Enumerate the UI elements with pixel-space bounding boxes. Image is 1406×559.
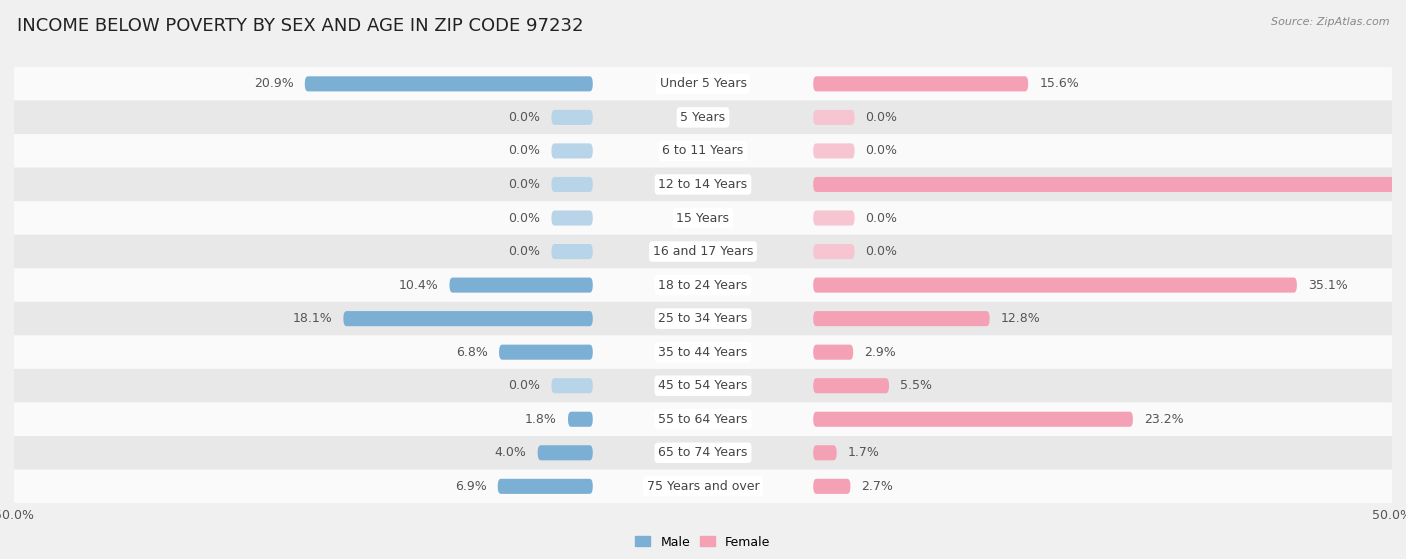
Text: 10.4%: 10.4% <box>399 278 439 292</box>
Text: 2.7%: 2.7% <box>862 480 893 493</box>
FancyBboxPatch shape <box>343 311 593 326</box>
Text: 18.1%: 18.1% <box>292 312 332 325</box>
Text: 0.0%: 0.0% <box>509 111 540 124</box>
FancyBboxPatch shape <box>14 201 1392 235</box>
Text: 6.8%: 6.8% <box>456 345 488 359</box>
FancyBboxPatch shape <box>14 134 1392 168</box>
Text: INCOME BELOW POVERTY BY SEX AND AGE IN ZIP CODE 97232: INCOME BELOW POVERTY BY SEX AND AGE IN Z… <box>17 17 583 35</box>
Text: 0.0%: 0.0% <box>866 144 897 158</box>
FancyBboxPatch shape <box>537 446 593 461</box>
Text: 0.0%: 0.0% <box>866 245 897 258</box>
FancyBboxPatch shape <box>14 335 1392 369</box>
Text: 55 to 64 Years: 55 to 64 Years <box>658 413 748 426</box>
Text: 0.0%: 0.0% <box>509 178 540 191</box>
FancyBboxPatch shape <box>551 378 593 394</box>
FancyBboxPatch shape <box>14 101 1392 134</box>
Legend: Male, Female: Male, Female <box>630 530 776 553</box>
FancyBboxPatch shape <box>813 479 851 494</box>
FancyBboxPatch shape <box>450 277 593 293</box>
FancyBboxPatch shape <box>813 311 990 326</box>
Text: 5.5%: 5.5% <box>900 379 932 392</box>
Text: 20.9%: 20.9% <box>254 77 294 91</box>
FancyBboxPatch shape <box>813 446 837 461</box>
FancyBboxPatch shape <box>14 436 1392 470</box>
Text: 1.7%: 1.7% <box>848 446 880 459</box>
FancyBboxPatch shape <box>813 110 855 125</box>
FancyBboxPatch shape <box>813 277 1296 293</box>
Text: Under 5 Years: Under 5 Years <box>659 77 747 91</box>
FancyBboxPatch shape <box>813 76 1028 91</box>
FancyBboxPatch shape <box>14 302 1392 335</box>
Text: 35 to 44 Years: 35 to 44 Years <box>658 345 748 359</box>
FancyBboxPatch shape <box>499 344 593 360</box>
Text: 0.0%: 0.0% <box>509 144 540 158</box>
FancyBboxPatch shape <box>14 369 1392 402</box>
FancyBboxPatch shape <box>498 479 593 494</box>
Text: 23.2%: 23.2% <box>1144 413 1184 426</box>
FancyBboxPatch shape <box>551 244 593 259</box>
FancyBboxPatch shape <box>551 210 593 225</box>
FancyBboxPatch shape <box>568 411 593 427</box>
Text: 0.0%: 0.0% <box>509 211 540 225</box>
FancyBboxPatch shape <box>14 235 1392 268</box>
FancyBboxPatch shape <box>14 168 1392 201</box>
FancyBboxPatch shape <box>813 411 1133 427</box>
Text: 2.9%: 2.9% <box>865 345 896 359</box>
FancyBboxPatch shape <box>551 143 593 159</box>
Text: 5 Years: 5 Years <box>681 111 725 124</box>
Text: 1.8%: 1.8% <box>524 413 557 426</box>
FancyBboxPatch shape <box>813 210 855 225</box>
Text: 12.8%: 12.8% <box>1001 312 1040 325</box>
Text: 15.6%: 15.6% <box>1039 77 1078 91</box>
FancyBboxPatch shape <box>813 177 1406 192</box>
Text: 0.0%: 0.0% <box>509 245 540 258</box>
FancyBboxPatch shape <box>813 244 855 259</box>
FancyBboxPatch shape <box>14 402 1392 436</box>
Text: 6.9%: 6.9% <box>456 480 486 493</box>
FancyBboxPatch shape <box>14 470 1392 503</box>
Text: 45 to 54 Years: 45 to 54 Years <box>658 379 748 392</box>
Text: Source: ZipAtlas.com: Source: ZipAtlas.com <box>1271 17 1389 27</box>
FancyBboxPatch shape <box>305 76 593 91</box>
Text: 65 to 74 Years: 65 to 74 Years <box>658 446 748 459</box>
FancyBboxPatch shape <box>551 177 593 192</box>
Text: 0.0%: 0.0% <box>866 111 897 124</box>
FancyBboxPatch shape <box>813 143 855 159</box>
Text: 0.0%: 0.0% <box>866 211 897 225</box>
Text: 12 to 14 Years: 12 to 14 Years <box>658 178 748 191</box>
Text: 18 to 24 Years: 18 to 24 Years <box>658 278 748 292</box>
Text: 15 Years: 15 Years <box>676 211 730 225</box>
Text: 25 to 34 Years: 25 to 34 Years <box>658 312 748 325</box>
Text: 35.1%: 35.1% <box>1308 278 1347 292</box>
Text: 6 to 11 Years: 6 to 11 Years <box>662 144 744 158</box>
Text: 4.0%: 4.0% <box>495 446 527 459</box>
Text: 0.0%: 0.0% <box>509 379 540 392</box>
FancyBboxPatch shape <box>813 344 853 360</box>
FancyBboxPatch shape <box>14 67 1392 101</box>
FancyBboxPatch shape <box>813 378 889 394</box>
Text: 16 and 17 Years: 16 and 17 Years <box>652 245 754 258</box>
FancyBboxPatch shape <box>551 110 593 125</box>
Text: 75 Years and over: 75 Years and over <box>647 480 759 493</box>
FancyBboxPatch shape <box>14 268 1392 302</box>
